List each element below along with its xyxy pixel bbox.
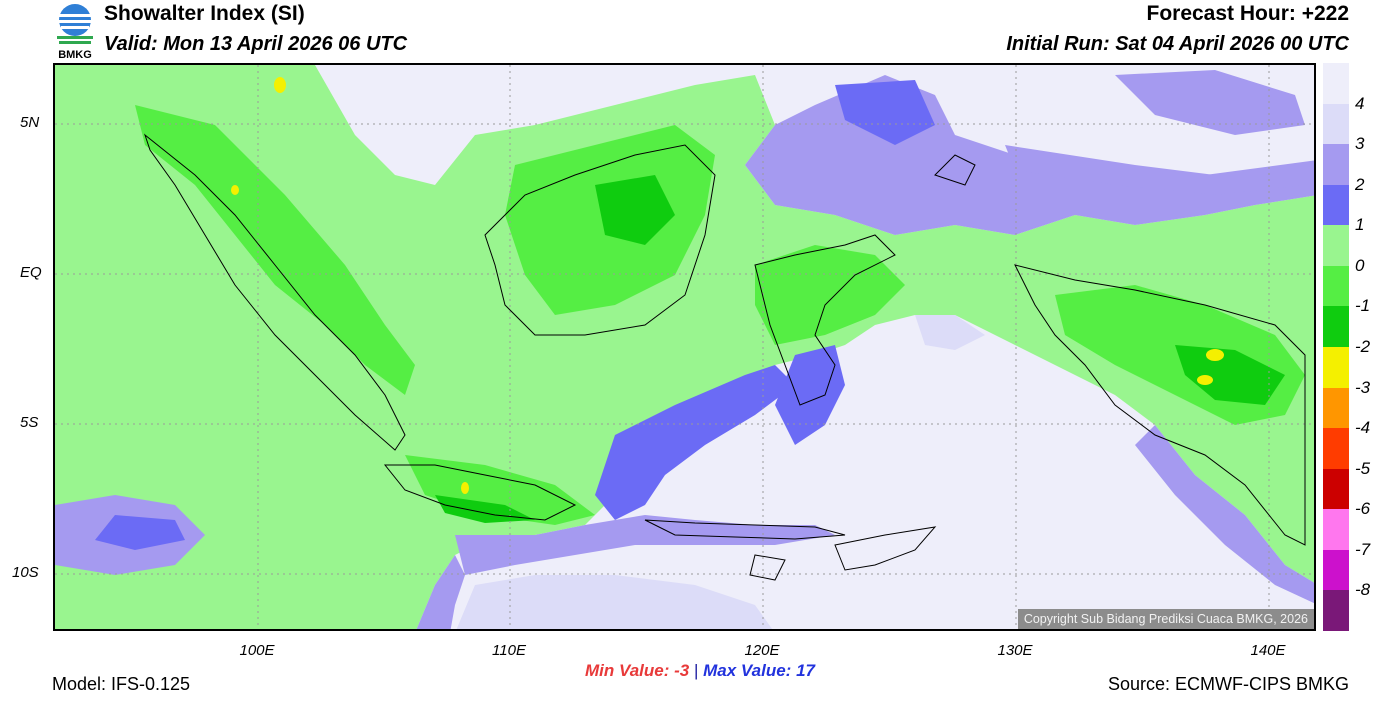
legend-swatch [1323,509,1349,550]
page-title: Showalter Index (SI) [104,2,305,25]
lon-label-120e: 120E [744,642,780,659]
copyright-notice: Copyright Sub Bidang Prediksi Cuaca BMKG… [1017,609,1314,629]
legend-label: -2 [1355,337,1371,356]
legend-label: 1 [1355,215,1365,235]
lon-label-140e: 140E [1250,642,1286,659]
legend-label: -6 [1355,499,1371,519]
lon-label-110e: 110E [492,642,526,659]
legend-swatch [1323,306,1349,347]
initial-run: Initial Run: Sat 04 April 2026 00 UTC [1006,33,1349,55]
legend-label: -3 [1355,377,1371,397]
legend-swatch [1323,225,1349,266]
legend-swatch [1323,184,1349,226]
legend-label: -5 [1355,458,1371,478]
si-field-map [55,65,1314,629]
color-legend [1323,63,1349,631]
legend-swatch [1323,265,1349,307]
legend-label: 4 [1355,93,1365,113]
lon-label-100e: 100E [239,642,275,659]
legend-label: -8 [1355,580,1371,600]
lat-label-10s: 10S [12,564,39,581]
legend-label: 3 [1355,134,1365,154]
legend-swatch [1323,549,1349,591]
forecast-hour: Forecast Hour: +222 [1146,2,1350,25]
legend-swatch [1323,468,1349,510]
min-value: -3 [674,661,690,680]
legend-label: -1 [1355,296,1371,316]
source-label: Source: ECMWF-CIPS BMKG [1107,674,1349,694]
valid-time: Valid: Mon 13 April 2026 06 UTC [104,33,408,55]
legend-swatch [1323,428,1349,469]
coastlines [143,133,1306,581]
legend-label: 0 [1355,255,1365,275]
lat-label-5s: 5S [20,414,39,431]
min-label: Min Value: [585,661,670,680]
lat-label-5n: 5N [20,114,40,131]
legend-swatch [1323,590,1349,631]
legend-swatch [1323,103,1349,145]
model-label: Model: IFS-0.125 [52,674,191,694]
legend-swatch [1323,387,1349,429]
legend-swatch [1323,346,1349,388]
map-panel: Copyright Sub Bidang Prediksi Cuaca BMKG… [53,63,1316,631]
min-max-summary: Min Value: -3 | Max Value: 17 [0,661,1400,681]
max-value: 17 [796,661,815,680]
max-label: Max Value: [703,661,792,680]
lat-label-eq: EQ [20,264,42,281]
legend-label: -7 [1355,539,1371,559]
lon-label-130e: 130E [997,642,1033,659]
logo-text: BMKG [58,49,92,60]
legend-label: -4 [1355,418,1371,438]
bmkg-logo: BMKG [52,2,98,61]
stats-separator: | [693,661,699,680]
legend-swatch [1323,144,1349,185]
legend-label: 2 [1355,174,1365,194]
legend-swatch [1323,63,1349,104]
